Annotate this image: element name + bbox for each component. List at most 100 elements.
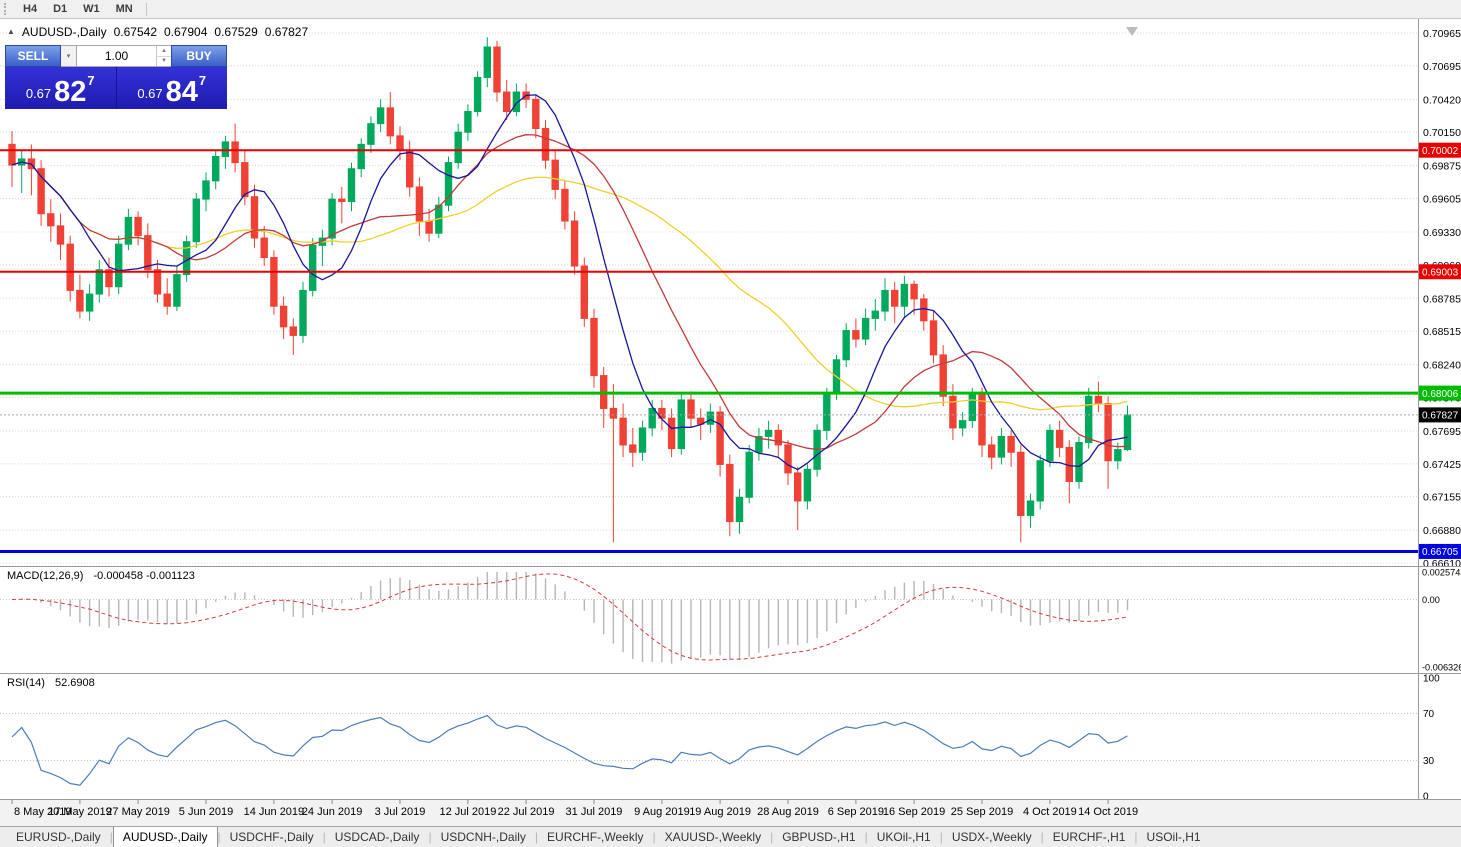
timeframe-button-h4[interactable]: H4 <box>23 3 38 15</box>
candle-body <box>454 131 462 164</box>
current-price-tag <box>1418 407 1461 423</box>
candle-body <box>929 320 938 356</box>
candle-body <box>1007 435 1015 453</box>
tab-xauusd-weekly[interactable]: XAUUSD-,Weekly <box>664 830 762 844</box>
date-label: 3 Jul 2019 <box>375 806 426 818</box>
candle-body <box>726 463 734 523</box>
svg-text:0.70695: 0.70695 <box>1423 61 1461 73</box>
svg-text:0.66705: 0.66705 <box>1422 547 1459 558</box>
candle-body <box>735 496 744 523</box>
date-label: 17 May 2019 <box>48 806 112 818</box>
candle-body <box>842 330 850 361</box>
sell-price-display[interactable]: 0.67 82 7 <box>5 67 116 109</box>
candle-body <box>105 269 113 288</box>
candle-body <box>367 123 375 145</box>
candle-body <box>396 135 404 151</box>
date-label: 14 Oct 2019 <box>1078 806 1138 818</box>
tab-separator: | <box>864 830 868 844</box>
tab-usoil-h1[interactable]: USOil-,H1 <box>1146 830 1201 844</box>
toolbar-grip-icon[interactable] <box>4 3 10 15</box>
candle-body <box>570 220 579 267</box>
tab-usdx-weekly[interactable]: USDX-,Weekly <box>951 830 1032 844</box>
tab-usdchf-daily[interactable]: USDCHF-,Daily <box>229 830 314 844</box>
volume-dropdown-icon[interactable]: ▾ <box>61 45 77 67</box>
date-label: 27 May 2019 <box>106 806 170 818</box>
tab-gbpusd-h1[interactable]: GBPUSD-,H1 <box>782 830 856 844</box>
chart-window: 0.70965 0.70695 0.70420 0.70150 0.69875 0.696… <box>0 19 1461 826</box>
candle-body <box>541 128 550 161</box>
candle-body <box>299 289 307 336</box>
timeframe-button-d1[interactable]: D1 <box>53 3 68 15</box>
candle-body <box>823 393 831 431</box>
buy-button[interactable]: BUY <box>171 45 227 67</box>
candle-body <box>968 393 976 422</box>
tab-separator: | <box>322 830 326 844</box>
buy-price-display[interactable]: 0.67 84 7 <box>115 67 228 109</box>
tab-eurchf-h1[interactable]: EURCHF-,H1 <box>1052 830 1126 844</box>
tab-audusd-daily[interactable]: AUDUSD-,Daily <box>112 827 218 847</box>
tab-eurchf-weekly[interactable]: EURCHF-,Weekly <box>547 830 644 844</box>
svg-text:0.69875: 0.69875 <box>1423 161 1461 173</box>
candle-body <box>784 444 792 474</box>
svg-text:0.67425: 0.67425 <box>1423 459 1461 471</box>
tab-eurusd-daily[interactable]: EURUSD-,Daily <box>16 830 101 844</box>
candle-body <box>1114 449 1122 462</box>
candle-body <box>638 427 647 453</box>
candle-body <box>173 274 181 307</box>
candle-body <box>66 243 74 291</box>
svg-text:0.70965: 0.70965 <box>1423 28 1461 40</box>
candle-body <box>406 149 414 188</box>
candle-body <box>386 107 395 137</box>
candle-body <box>76 289 84 312</box>
stepper-down-icon[interactable]: ▼ <box>157 55 171 67</box>
svg-text:0.67155: 0.67155 <box>1423 492 1461 504</box>
candle-body <box>241 162 249 198</box>
timeframe-button-mn[interactable]: MN <box>115 3 133 15</box>
candle-body <box>677 399 685 450</box>
candle-body <box>881 289 889 312</box>
candle-body <box>338 198 346 203</box>
tab-usdcnh-daily[interactable]: USDCNH-,Daily <box>440 830 526 844</box>
candle-body <box>1017 451 1025 517</box>
candle-body <box>1026 500 1035 517</box>
rsi-line <box>11 714 1128 786</box>
svg-text:-0.006326: -0.006326 <box>1422 663 1461 673</box>
svg-text:0.68006: 0.68006 <box>1422 389 1459 400</box>
hline-price-tag <box>1418 142 1461 158</box>
tab-usdcad-daily[interactable]: USDCAD-,Daily <box>334 830 420 844</box>
ohlc-high: 0.67904 <box>164 25 208 39</box>
candle-body <box>376 107 385 125</box>
tab-ukoil-h1[interactable]: UKOil-,H1 <box>876 830 931 844</box>
buy-price-big: 84 <box>165 75 198 108</box>
candle-body <box>328 198 336 239</box>
candle-body <box>47 213 55 227</box>
candles <box>8 37 1132 543</box>
candle-body <box>1036 460 1044 502</box>
candle-body <box>920 298 928 322</box>
timeframe-button-w1[interactable]: W1 <box>83 3 100 15</box>
date-label: 24 Jun 2019 <box>302 806 363 818</box>
date-label: 8 May 2019 <box>14 806 71 818</box>
tab-separator: | <box>1040 830 1044 844</box>
candle-body <box>483 46 492 78</box>
candle-body <box>949 395 957 429</box>
stepper-up-icon[interactable]: ▲ <box>161 47 167 54</box>
rsi-axis[interactable]: 100 70 30 0 <box>1423 674 1440 803</box>
candle-body <box>279 305 288 328</box>
sell-button[interactable]: SELL <box>5 45 61 67</box>
candle-body <box>1055 429 1064 448</box>
svg-text:0.68240: 0.68240 <box>1423 360 1461 372</box>
candle-body <box>357 143 365 170</box>
candle-body <box>803 468 812 502</box>
macd-axis[interactable]: 0.002574 0.00 -0.006326 <box>1422 568 1461 673</box>
price-axis[interactable]: 0.70965 0.70695 0.70420 0.70150 0.69875 0.696… <box>1423 28 1461 570</box>
svg-text:0.70420: 0.70420 <box>1423 94 1461 106</box>
tab-separator: | <box>939 830 943 844</box>
chart-canvas[interactable]: 0.70965 0.70695 0.70420 0.70150 0.69875 0.696… <box>0 19 1461 826</box>
chart-tabs-bar: EURUSD-,Daily | AUDUSD-,Daily | USDCHF-,Dail… <box>0 826 1461 847</box>
pane-separators <box>0 19 1461 800</box>
volume-input[interactable]: 1.00 <box>104 49 129 63</box>
ma-slow <box>11 161 1128 411</box>
